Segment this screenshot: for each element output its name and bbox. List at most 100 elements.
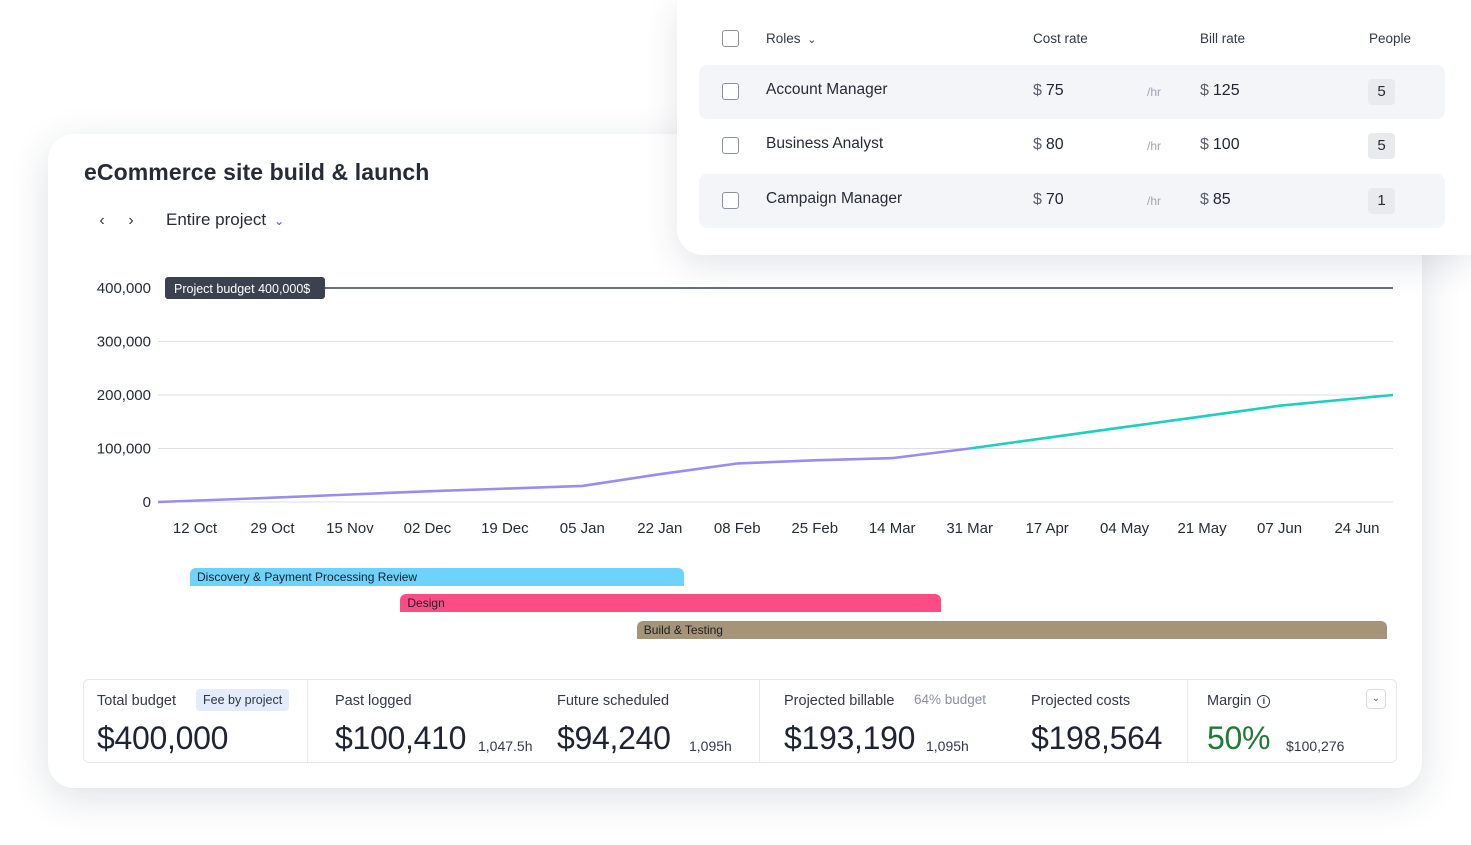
past-logged-label: Past logged xyxy=(335,693,412,709)
roles-sort-header[interactable]: Roles ⌄ xyxy=(766,31,817,46)
period-selector[interactable]: Entire project ⌄ xyxy=(166,210,284,230)
future-scheduled-label: Future scheduled xyxy=(557,693,670,709)
series-line-1 xyxy=(969,393,1394,450)
bill-rate-value: 85 xyxy=(1212,191,1231,208)
projected-costs-label: Projected costs xyxy=(1031,693,1131,709)
margin-value: 50% xyxy=(1207,720,1271,756)
phase-bar[interactable]: Discovery & Payment Processing Review xyxy=(190,568,684,586)
budget-burn-chart: 400,000 300,000 200,000 100,000 0 12 Oct 29 O… xyxy=(97,277,1394,537)
phase-bar[interactable]: Design xyxy=(400,594,941,612)
phase-label: Build & Testing xyxy=(643,623,723,637)
future-scheduled-value: $94,240 xyxy=(557,720,671,756)
row-checkbox[interactable] xyxy=(722,192,739,209)
x-tick-label: 07 Jun xyxy=(1257,520,1302,537)
x-tick-label: 14 Mar xyxy=(869,520,916,537)
people-count: 5 xyxy=(1368,79,1395,105)
x-tick-label: 05 Jan xyxy=(560,520,605,537)
people-count: 5 xyxy=(1368,133,1395,159)
row-checkbox[interactable] xyxy=(722,83,739,100)
margin-amount: $100,276 xyxy=(1286,738,1345,754)
bill-rate-value: 125 xyxy=(1212,82,1240,99)
total-budget-section: Total budget Fee by project $400,000 xyxy=(84,680,308,762)
chevron-down-icon: ⌄ xyxy=(807,34,817,46)
budget-label-text: Project budget 400,000$ xyxy=(174,282,310,296)
phase-bar[interactable]: Build & Testing xyxy=(636,621,1387,639)
budget-percent-tag: 64% budget xyxy=(914,692,987,707)
fee-type-badge: Fee by project xyxy=(196,689,290,711)
cost-rate-header: Cost rate xyxy=(1033,31,1088,46)
x-tick-label: 19 Dec xyxy=(481,520,529,537)
x-tick-label: 21 May xyxy=(1177,520,1227,537)
roles-table-header: Roles ⌄ Cost rate Bill rate People xyxy=(677,22,1471,54)
projected-billable-label: Projected billable xyxy=(784,693,895,709)
phase-label: Discovery & Payment Processing Review xyxy=(197,570,418,584)
cost-rate: $75 xyxy=(1033,82,1064,100)
projected-costs-value: $198,564 xyxy=(1031,720,1163,756)
table-row[interactable]: Business Analyst $80 /hr $100 5 xyxy=(699,119,1445,173)
rate-unit: /hr xyxy=(1147,139,1162,153)
chevron-left-icon[interactable]: ‹ xyxy=(99,212,105,229)
cost-rate-value: 75 xyxy=(1045,82,1064,99)
table-row[interactable]: Account Manager $75 /hr $125 5 xyxy=(699,65,1445,119)
row-checkbox[interactable] xyxy=(722,137,739,154)
logged-scheduled-section: Past logged $100,410 1,047.5h Future sch… xyxy=(308,680,760,762)
role-name: Account Manager xyxy=(766,81,888,98)
table-row[interactable]: Campaign Manager $70 /hr $85 1 xyxy=(699,174,1445,228)
people-count: 1 xyxy=(1368,188,1395,214)
x-tick-label: 04 May xyxy=(1100,520,1150,537)
y-tick-label: 200,000 xyxy=(97,387,151,404)
x-tick-label: 02 Dec xyxy=(404,520,452,537)
past-logged-hours: 1,047.5h xyxy=(478,738,533,754)
x-tick-label: 29 Oct xyxy=(250,520,295,537)
margin-label: Margin xyxy=(1207,693,1252,709)
chevron-down-icon: ⌄ xyxy=(274,214,285,228)
chevron-right-icon[interactable]: › xyxy=(128,212,134,229)
bill-rate: $85 xyxy=(1200,191,1231,209)
y-tick-label: 0 xyxy=(143,494,151,511)
project-title: eCommerce site build & launch xyxy=(84,159,430,185)
y-tick-label: 300,000 xyxy=(97,334,151,351)
info-icon[interactable]: i xyxy=(1257,695,1271,708)
cost-rate-value: 80 xyxy=(1045,136,1064,153)
margin-label-wrap: Margin i xyxy=(1207,693,1271,709)
series-line-0 xyxy=(157,447,970,504)
currency-symbol: $ xyxy=(1200,191,1209,208)
people-header: People xyxy=(1369,31,1412,46)
currency-symbol: $ xyxy=(1033,136,1042,153)
roles-rates-panel: Roles ⌄ Cost rate Bill rate People Accou… xyxy=(677,0,1471,255)
x-tick-label: 24 Jun xyxy=(1334,520,1379,537)
bill-rate-value: 100 xyxy=(1212,136,1240,153)
cost-rate: $70 xyxy=(1033,191,1064,209)
x-tick-label: 08 Feb xyxy=(714,520,761,537)
x-tick-label: 25 Feb xyxy=(791,520,838,537)
projected-billable-value: $193,190 xyxy=(784,720,916,756)
total-budget-label: Total budget xyxy=(97,693,177,709)
budget-line-label: Project budget 400,000$ xyxy=(165,277,325,299)
x-tick-label: 15 Nov xyxy=(326,520,374,537)
future-scheduled-hours: 1,095h xyxy=(689,738,732,754)
bill-rate: $125 xyxy=(1200,82,1240,100)
cost-rate-value: 70 xyxy=(1045,191,1064,208)
x-tick-label: 12 Oct xyxy=(173,520,218,537)
y-tick-label: 100,000 xyxy=(97,441,151,458)
currency-symbol: $ xyxy=(1033,82,1042,99)
role-name: Campaign Manager xyxy=(766,190,903,207)
bill-rate-header: Bill rate xyxy=(1200,31,1246,46)
projection-section: Projected billable 64% budget $193,190 1… xyxy=(760,680,1188,762)
rate-unit: /hr xyxy=(1147,194,1162,208)
cost-rate: $80 xyxy=(1033,136,1064,154)
total-budget-value: $400,000 xyxy=(97,720,229,756)
currency-symbol: $ xyxy=(1033,191,1042,208)
period-label: Entire project xyxy=(166,210,267,229)
x-tick-label: 17 Apr xyxy=(1025,520,1068,537)
roles-header-label: Roles xyxy=(766,31,801,46)
currency-symbol: $ xyxy=(1200,136,1209,153)
y-tick-label: 400,000 xyxy=(97,280,151,297)
x-tick-label: 22 Jan xyxy=(637,520,682,537)
margin-section: Margin i ⌄ 50% $100,276 xyxy=(1188,680,1396,762)
select-all-checkbox[interactable] xyxy=(722,30,739,47)
bill-rate: $100 xyxy=(1200,136,1240,154)
margin-dropdown-button[interactable]: ⌄ xyxy=(1366,689,1386,709)
rate-unit: /hr xyxy=(1147,85,1162,99)
x-tick-label: 31 Mar xyxy=(946,520,993,537)
